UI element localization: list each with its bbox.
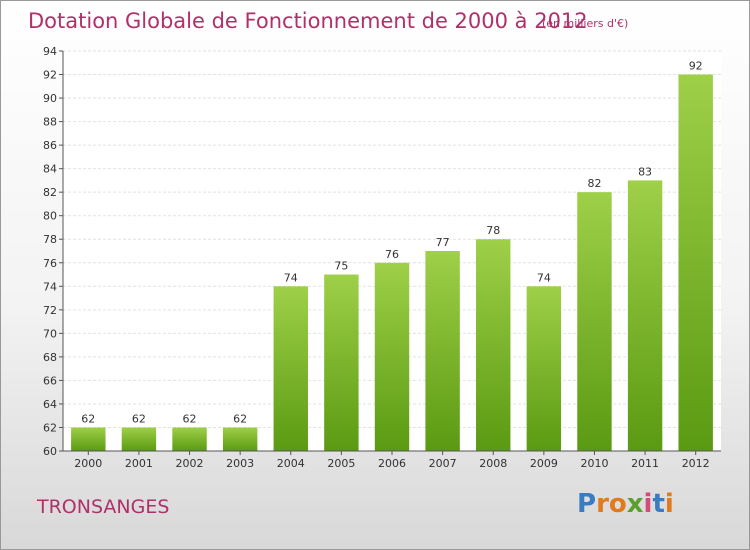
y-tick-label: 86 (43, 139, 57, 152)
x-tick-label: 2007 (429, 457, 457, 470)
chart-unit: (en milliers d'€) (542, 17, 629, 30)
x-tick-label: 2011 (631, 457, 659, 470)
y-tick-label: 76 (43, 257, 57, 270)
bar (526, 286, 562, 451)
bar (172, 427, 207, 451)
x-tick-label: 2005 (327, 457, 355, 470)
logo-letter: P (577, 489, 597, 519)
x-tick-label: 2004 (277, 457, 305, 470)
bar (577, 192, 612, 452)
bar-value-label: 75 (334, 260, 348, 273)
y-tick-label: 66 (43, 374, 57, 387)
chart-title: Dotation Globale de Fonctionnement de 20… (28, 9, 588, 33)
logo-letter: o (608, 489, 627, 519)
bar-value-label: 92 (689, 60, 703, 73)
x-tick-label: 2008 (479, 457, 507, 470)
bar-value-label: 78 (486, 224, 500, 237)
bar-value-label: 62 (132, 412, 146, 425)
bar (71, 427, 106, 451)
bar (476, 239, 511, 451)
logo-letter: i (643, 489, 653, 519)
y-tick-label: 70 (43, 327, 57, 340)
x-tick-label: 2012 (682, 457, 710, 470)
bar (273, 286, 308, 451)
x-tick-label: 2003 (226, 457, 254, 470)
x-tick-label: 2000 (74, 457, 102, 470)
logo-letter: i (664, 489, 674, 519)
x-tick-label: 2001 (125, 457, 153, 470)
y-tick-label: 74 (43, 280, 57, 293)
proxiti-logo: Proxiti (577, 489, 674, 519)
x-tick-label: 2009 (530, 457, 558, 470)
bar-value-label: 74 (284, 271, 298, 284)
bar (324, 274, 359, 451)
y-tick-label: 82 (43, 186, 57, 199)
y-tick-label: 84 (43, 163, 57, 176)
commune-name: TRONSANGES (37, 496, 170, 518)
axes: 60 62 64 66 68 70 72 74 76 78 80 82 84 86 88 90 92 94 2000… (43, 45, 721, 470)
logo-letter: r (596, 489, 609, 519)
y-tick-label: 62 (43, 421, 57, 434)
logo-letter: t (652, 489, 665, 519)
bar-value-label: 74 (537, 271, 551, 284)
y-tick-label: 94 (43, 45, 57, 58)
bar (627, 180, 663, 452)
bar-value-label: 82 (587, 177, 601, 190)
y-tick-label: 68 (43, 351, 57, 364)
x-tick-label: 2002 (176, 457, 204, 470)
bar (374, 262, 410, 451)
y-tick-label: 80 (43, 210, 57, 223)
x-tick-label: 2010 (580, 457, 608, 470)
bar-value-label: 62 (183, 412, 197, 425)
bar-value-label: 83 (638, 165, 652, 178)
y-tick-label: 92 (43, 69, 57, 82)
x-tick-label: 2006 (378, 457, 406, 470)
y-tick-label: 64 (43, 398, 57, 411)
bar-value-label: 62 (81, 412, 95, 425)
y-tick-label: 78 (43, 233, 57, 246)
bars: 62 62 62 62 74 75 76 77 78 74 82 83 92 (71, 60, 713, 452)
bar-value-label: 62 (233, 412, 247, 425)
bar-value-label: 76 (385, 248, 399, 261)
bar-value-label: 77 (436, 236, 450, 249)
y-tick-label: 72 (43, 304, 57, 317)
y-tick-label: 88 (43, 116, 57, 129)
bar (222, 427, 258, 451)
bar (678, 74, 713, 451)
logo-letter: x (626, 489, 644, 519)
y-tick-label: 60 (43, 445, 57, 458)
bar (425, 251, 460, 451)
y-tick-label: 90 (43, 92, 57, 105)
bar (121, 427, 157, 451)
